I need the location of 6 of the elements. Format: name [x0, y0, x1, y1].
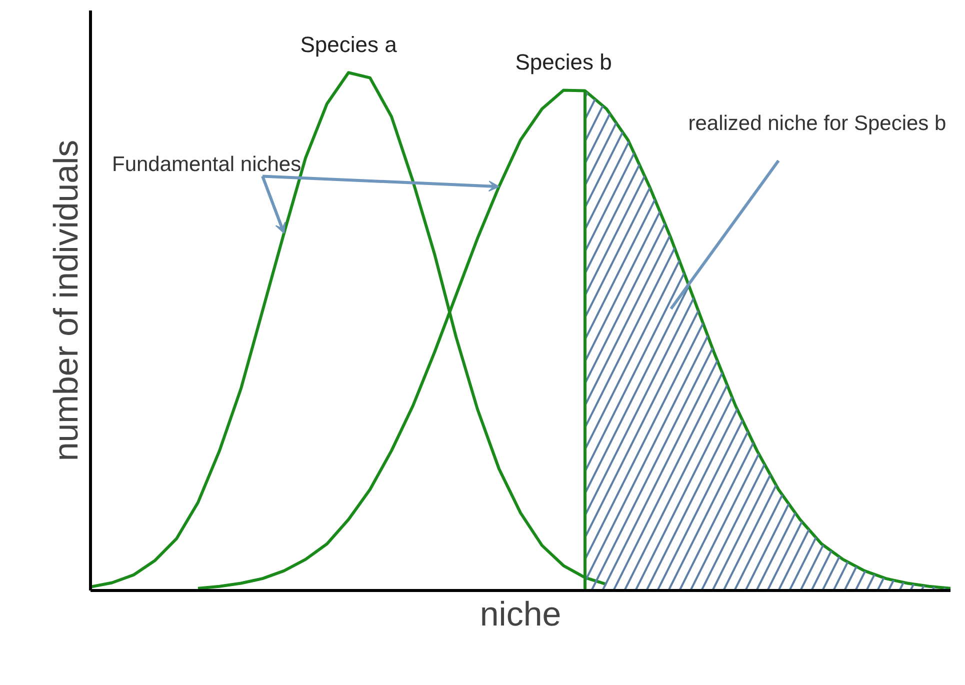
annotation: realized niche for Species b: [688, 112, 946, 135]
annotation: Fundamental niches: [112, 153, 302, 176]
series-label: Species b: [515, 50, 612, 75]
y-axis-title: number of individuals: [48, 140, 86, 462]
x-axis-title: niche: [480, 596, 562, 634]
series-label: Species a: [300, 32, 398, 58]
